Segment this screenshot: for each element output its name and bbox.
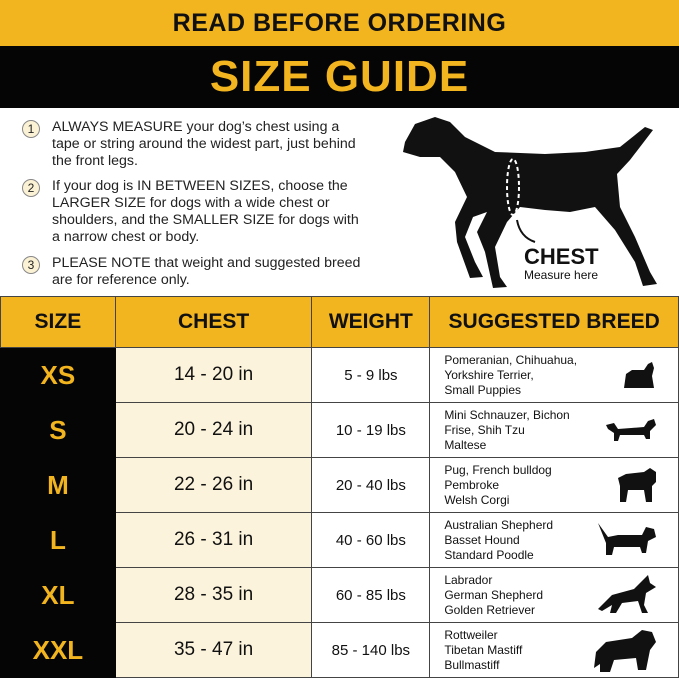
instruction-3: 3 PLEASE NOTE that weight and suggested b…: [22, 255, 362, 289]
weight-cell: 85 - 140 lbs: [311, 622, 431, 678]
size-cell: M: [0, 457, 116, 513]
instruction-1: 1 ALWAYS MEASURE your dog’s chest using a…: [22, 119, 362, 170]
breed-line: Pug, French bulldog: [444, 462, 552, 477]
dog-silhouette-icon: [403, 117, 657, 288]
chest-cell: 35 - 47 in: [114, 622, 313, 678]
breed-line: Golden Retriever: [444, 602, 536, 617]
chest-cell: 14 - 20 in: [114, 347, 313, 403]
breed-line: Frise, Shih Tzu: [444, 422, 525, 437]
breed-line: Tibetan Mastiff: [444, 642, 523, 657]
breed-cell: Mini Schnauzer, Bichon Frise, Shih Tzu Mal…: [429, 402, 679, 458]
table-row: M 22 - 26 in 20 - 40 lbs Pug, French bul…: [0, 457, 679, 513]
breed-line: Pomeranian, Chihuahua,: [444, 352, 578, 367]
chest-cell: 26 - 31 in: [114, 512, 313, 568]
weight-cell: 10 - 19 lbs: [311, 402, 431, 458]
page-title: SIZE GUIDE: [0, 46, 679, 108]
size-cell: XS: [0, 347, 116, 403]
header-weight: WEIGHT: [311, 296, 431, 348]
header-chest: CHEST: [114, 296, 313, 348]
breed-line: Small Puppies: [444, 382, 522, 397]
breed-line: Australian Shepherd: [444, 517, 554, 532]
chest-sublabel: Measure here: [524, 268, 599, 282]
breed-cell: Pug, French bulldog Pembroke Welsh Corgi: [429, 457, 679, 513]
weight-cell: 5 - 9 lbs: [311, 347, 431, 403]
size-cell: XXL: [0, 622, 116, 678]
table-row: XS 14 - 20 in 5 - 9 lbs Pomeranian, Chih…: [0, 347, 679, 403]
size-cell: L: [0, 512, 116, 568]
breed-line: Yorkshire Terrier,: [444, 367, 534, 382]
chest-label: CHEST: [524, 244, 599, 269]
step-number: 1: [22, 120, 40, 138]
breed-line: Standard Poodle: [444, 547, 534, 562]
breed-line: Pembroke: [444, 477, 500, 492]
breed-line: Mini Schnauzer, Bichon: [444, 407, 570, 422]
chest-cell: 28 - 35 in: [114, 567, 313, 623]
breed-cell: Rottweiler Tibetan Mastiff Bullmastiff: [429, 622, 679, 678]
header-size: SIZE: [0, 296, 116, 348]
breed-line: Rottweiler: [444, 627, 498, 642]
table-row: XL 28 - 35 in 60 - 85 lbs Labrador German…: [0, 567, 679, 623]
breed-line: Welsh Corgi: [444, 492, 510, 507]
breed-cell: Pomeranian, Chihuahua, Yorkshire Terrier,…: [429, 347, 679, 403]
breed-cell: Australian Shepherd Basset Hound Standard …: [429, 512, 679, 568]
size-cell: XL: [0, 567, 116, 623]
breed-line: German Shepherd: [444, 587, 544, 602]
breed-line: Basset Hound: [444, 532, 520, 547]
breed-line: Bullmastiff: [444, 657, 500, 672]
chest-cell: 22 - 26 in: [114, 457, 313, 513]
breed-cell: Labrador German Shepherd Golden Retriever: [429, 567, 679, 623]
breed-line: Maltese: [444, 437, 487, 452]
table-row: S 20 - 24 in 10 - 19 lbs Mini Schnauzer,…: [0, 402, 679, 458]
chest-cell: 20 - 24 in: [114, 402, 313, 458]
weight-cell: 40 - 60 lbs: [311, 512, 431, 568]
table-row: L 26 - 31 in 40 - 60 lbs Australian Shep…: [0, 512, 679, 568]
size-table: SIZE CHEST WEIGHT SUGGESTED BREED XS 14 …: [0, 296, 679, 678]
weight-cell: 20 - 40 lbs: [311, 457, 431, 513]
size-cell: S: [0, 402, 116, 458]
step-number: 3: [22, 256, 40, 274]
notice-banner: READ BEFORE ORDERING: [0, 0, 679, 46]
header-breed: SUGGESTED BREED: [429, 296, 679, 348]
table-row: XXL 35 - 47 in 85 - 140 lbs Rottweiler Ti…: [0, 622, 679, 678]
breed-line: Labrador: [444, 572, 493, 587]
instruction-2: 2 If your dog is IN BETWEEN SIZES, choose…: [22, 178, 362, 246]
weight-cell: 60 - 85 lbs: [311, 567, 431, 623]
step-number: 2: [22, 179, 40, 197]
